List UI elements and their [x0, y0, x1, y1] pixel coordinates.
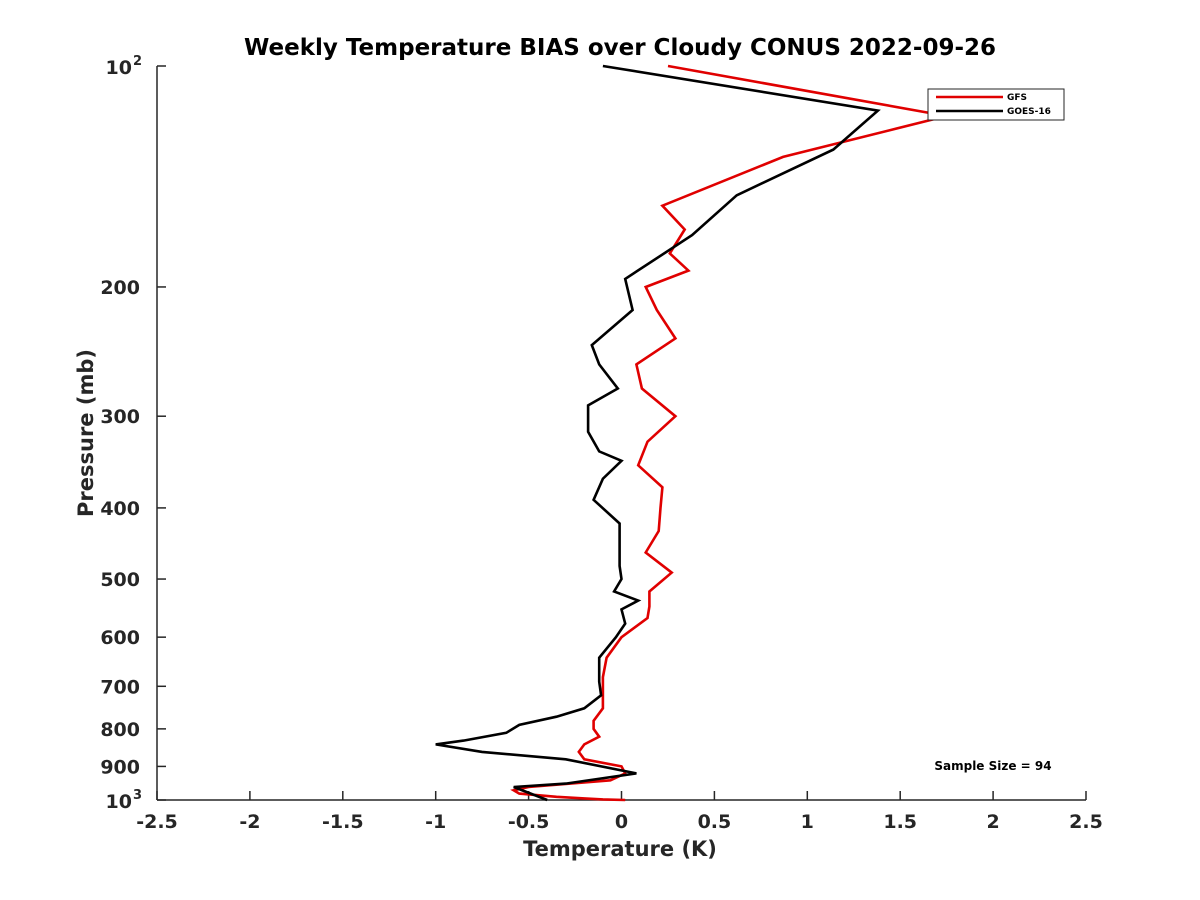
y-tick-label: 700: [100, 676, 140, 698]
y-tick-label: 10: [106, 57, 132, 79]
y-tick-label: 600: [100, 627, 140, 649]
y-tick-label: 10: [106, 791, 132, 813]
y-tick-label: 300: [100, 406, 140, 428]
y-tick-label: 500: [100, 569, 140, 591]
y-tick-label: 200: [100, 277, 140, 299]
y-tick-label: 400: [100, 498, 140, 520]
x-tick-label: -0.5: [508, 811, 550, 833]
x-tick-label: 1.5: [883, 811, 917, 833]
x-axis-ticks: -2.5 -2 -1.5 -1 -0.5 0 0.5 1 1.5 2 2.5: [136, 791, 1103, 833]
legend-box: [927, 88, 1065, 121]
legend-label-goes-16: GOES-16: [1007, 107, 1051, 117]
x-tick-label: -2: [239, 811, 260, 833]
x-tick-label: -1: [425, 811, 446, 833]
y-tick-exponent: 3: [133, 788, 142, 803]
x-tick-label: -1.5: [322, 811, 364, 833]
series-line-gfs: [510, 64, 947, 802]
sample-size-annotation: Sample Size = 94: [934, 759, 1051, 773]
y-tick-label: 900: [100, 756, 140, 778]
y-tick-label: 800: [100, 719, 140, 741]
x-tick-label: 0: [615, 811, 628, 833]
series-lines: [435, 64, 947, 802]
legend-label-gfs: GFS: [1007, 93, 1027, 103]
x-tick-label: 2.5: [1069, 811, 1103, 833]
x-tick-label: 1: [801, 811, 814, 833]
x-tick-label: -2.5: [136, 811, 178, 833]
x-axis-label: Temperature (K): [523, 837, 717, 861]
y-axis-label: Pressure (mb): [74, 349, 98, 517]
x-tick-label: 2: [986, 811, 999, 833]
x-tick-label: 0.5: [698, 811, 732, 833]
series-line-goes-16: [435, 64, 881, 802]
legend: GFS GOES-16: [927, 88, 1065, 121]
y-tick-exponent: 2: [133, 54, 142, 69]
chart-title: Weekly Temperature BIAS over Cloudy CONU…: [244, 35, 996, 61]
